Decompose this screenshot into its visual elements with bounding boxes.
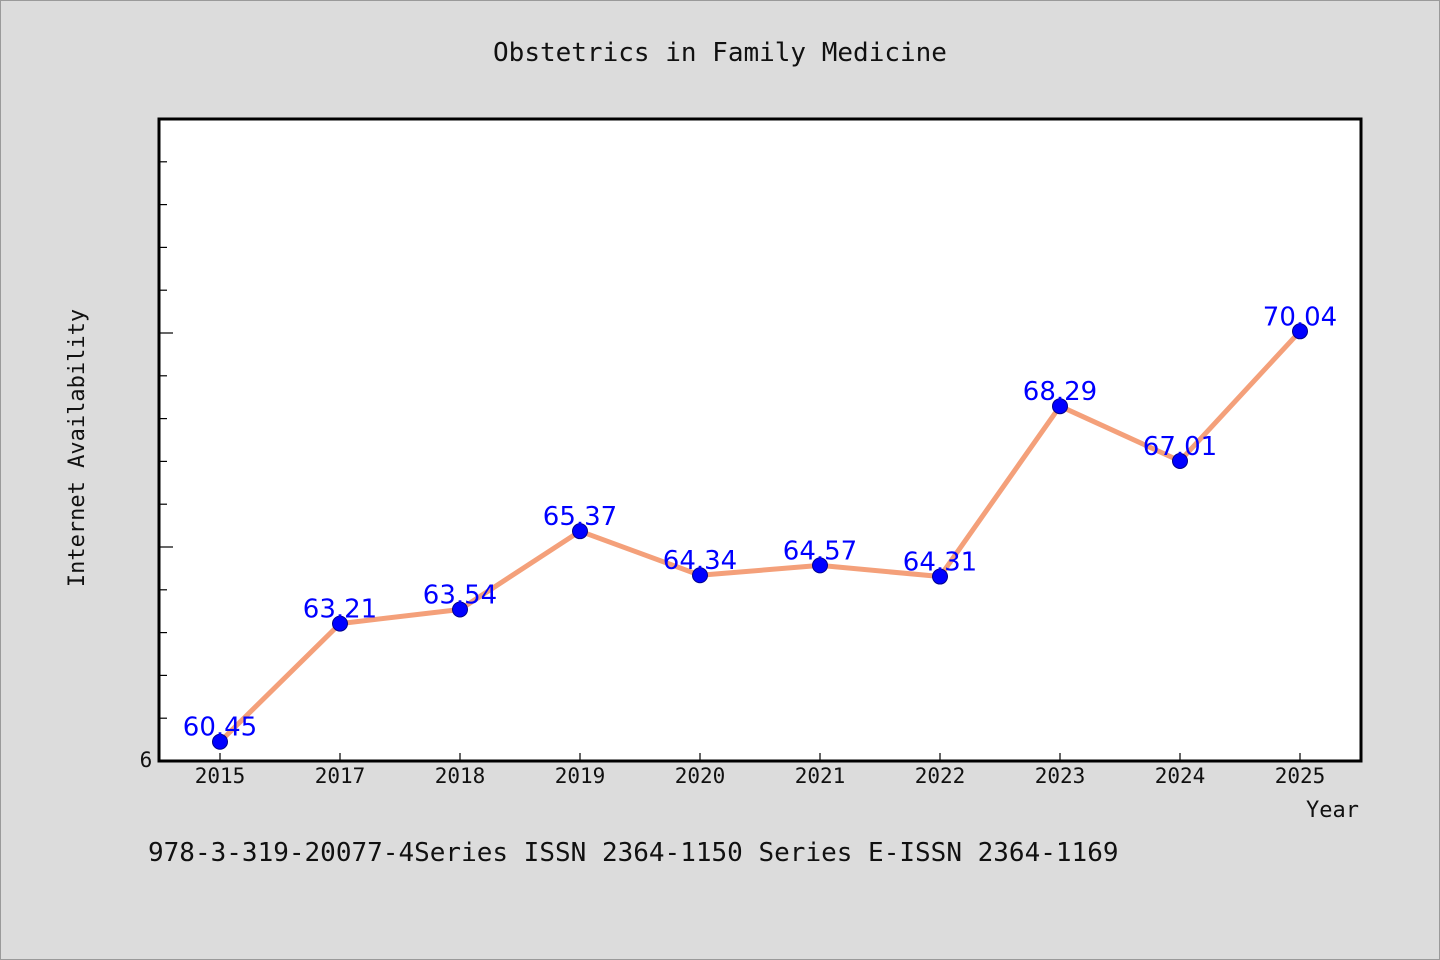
data-point <box>452 601 468 618</box>
x-tick-label: 2020 <box>675 764 726 788</box>
x-tick-label: 2025 <box>1275 764 1326 788</box>
data-point <box>812 557 828 574</box>
data-point <box>932 568 948 585</box>
x-axis-ticks: 2015 2017 2018 2019 2020 2021 2022 2023 2024 2025 <box>195 753 1326 788</box>
data-label: 64.34 <box>663 546 737 576</box>
data-label: 63.21 <box>303 595 377 625</box>
chart-title: Obstetrics in Family Medicine <box>493 38 947 68</box>
x-axis-title: Year <box>1306 798 1359 823</box>
x-tick-label: 2022 <box>915 764 966 788</box>
data-label: 65.37 <box>543 502 617 532</box>
series-layer: 60.45 63.21 63.54 65.37 64.34 64.57 64.31 68.29… <box>183 302 1337 750</box>
y-tick-label: 6 <box>140 748 153 772</box>
data-point <box>1052 398 1068 415</box>
data-point <box>212 733 228 750</box>
series-line <box>217 328 1303 745</box>
x-tick-label: 2021 <box>795 764 846 788</box>
x-tick-label: 2024 <box>1155 764 1206 788</box>
plot-area <box>157 117 1363 763</box>
y-axis-ticks <box>159 161 173 719</box>
data-point <box>572 523 588 540</box>
data-label: 63.54 <box>423 580 497 610</box>
data-point <box>1172 452 1188 469</box>
data-label: 64.31 <box>903 548 977 578</box>
data-point <box>1292 323 1308 340</box>
data-point <box>692 567 708 584</box>
x-tick-label: 2015 <box>195 764 246 788</box>
data-label: 67.01 <box>1143 432 1217 462</box>
data-label: 60.45 <box>183 713 257 743</box>
x-tick-label: 2017 <box>315 764 366 788</box>
x-tick-label: 2019 <box>555 764 606 788</box>
data-label: 64.57 <box>783 536 857 566</box>
data-label: 70.04 <box>1263 302 1337 332</box>
y-axis-title: Internet Availability <box>65 309 90 587</box>
x-tick-label: 2018 <box>435 764 486 788</box>
data-label: 68.29 <box>1023 377 1097 407</box>
x-tick-label: 2023 <box>1035 764 1086 788</box>
footer-isbn-text: 978-3-319-20077-4Series ISSN 2364-1150 S… <box>148 838 1119 868</box>
data-point <box>332 615 348 632</box>
